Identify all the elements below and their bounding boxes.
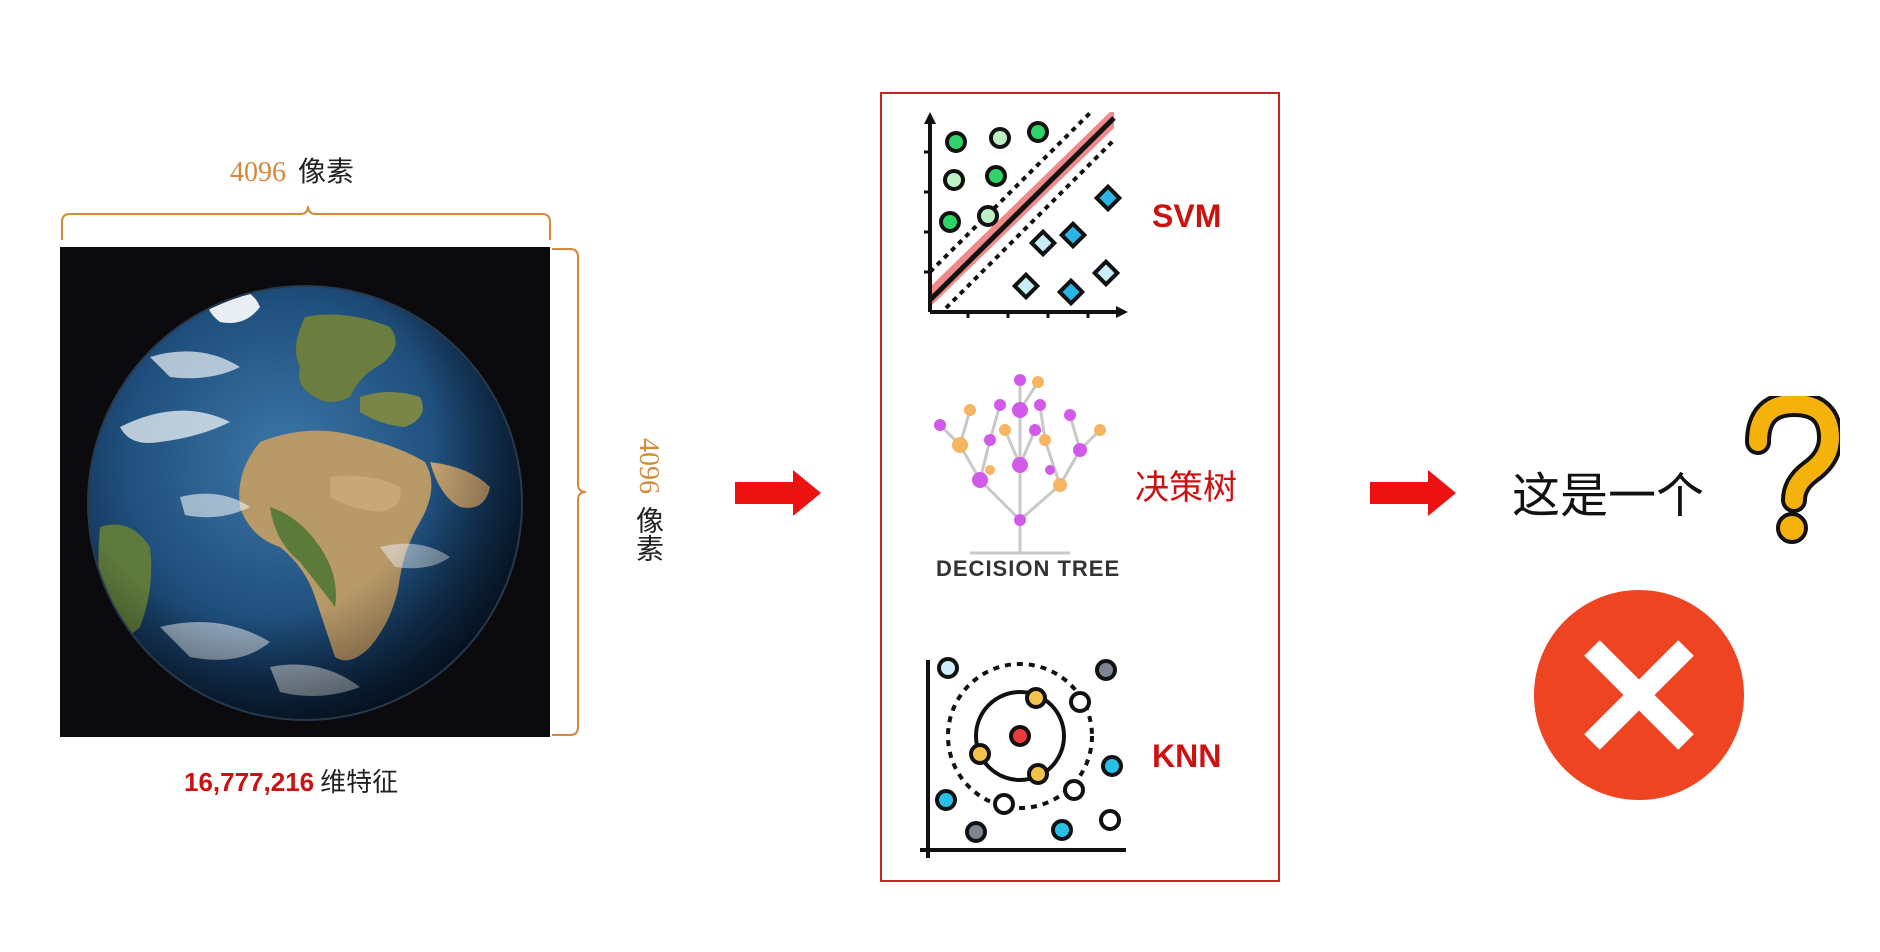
feature-count-label: 16,777,216 维特征 [184, 762, 398, 799]
height-value: 4096 [633, 438, 664, 494]
question-mark-icon [1745, 396, 1840, 544]
decision-tree-icon [934, 374, 1106, 555]
arrow-right-icon [735, 470, 821, 516]
height-unit: 像素 [632, 506, 665, 562]
knn-chart-icon [920, 657, 1126, 858]
right-brace [552, 248, 587, 736]
width-unit: 像素 [298, 155, 355, 188]
earth-image [60, 247, 550, 737]
feature-count-unit: 维特征 [320, 768, 399, 798]
feature-count-value: 16,777,216 [184, 767, 315, 797]
decision-tree-caption: DECISION TREE [936, 556, 1121, 581]
earth-globe-icon [87, 285, 523, 721]
svm-chart-icon [924, 112, 1128, 318]
arrow-right-icon [1370, 470, 1456, 516]
height-dimension-label: 4096 像素 [628, 438, 668, 562]
decision-tree-label: 决策树 [1135, 468, 1237, 508]
model-panel [880, 92, 1280, 882]
width-value: 4096 [230, 157, 286, 188]
question-text: 这是一个 [1512, 468, 1705, 524]
wrong-x-icon [1534, 590, 1744, 800]
svm-label: SVM [1152, 198, 1222, 234]
width-dimension-label: 4096 像素 [230, 150, 354, 190]
top-brace [61, 205, 551, 240]
knn-label: KNN [1152, 738, 1222, 774]
